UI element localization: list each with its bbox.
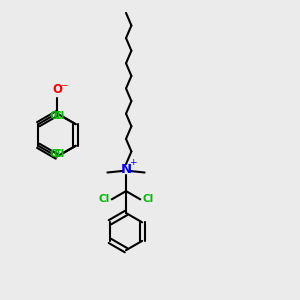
Text: Cl: Cl [54, 148, 65, 159]
Text: Cl: Cl [142, 194, 153, 204]
Text: Cl: Cl [54, 111, 65, 122]
Text: Cl: Cl [99, 194, 110, 204]
Text: N: N [120, 163, 132, 176]
Text: +: + [129, 158, 136, 167]
Text: −: − [60, 80, 67, 89]
Text: O: O [52, 83, 62, 96]
Text: Cl: Cl [49, 148, 60, 159]
Text: Cl: Cl [49, 111, 60, 122]
